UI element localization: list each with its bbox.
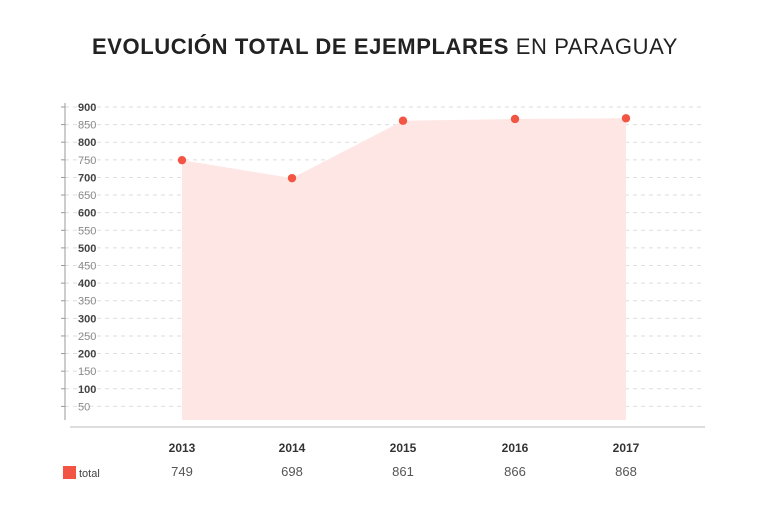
y-tick-label: 250 — [78, 331, 96, 343]
x-category-label: 2013 — [169, 441, 196, 455]
x-category-label: 2015 — [390, 441, 417, 455]
y-tick-label: 850 — [78, 120, 96, 132]
data-value-label: 866 — [504, 464, 526, 479]
data-point — [621, 114, 631, 123]
y-tick-label: 300 — [78, 313, 96, 325]
y-tick-label: 50 — [78, 401, 90, 413]
y-tick-label: 450 — [78, 261, 96, 273]
y-tick-label: 550 — [78, 225, 96, 237]
series-area-total — [182, 118, 626, 420]
data-point — [177, 155, 187, 165]
y-tick-label: 200 — [78, 349, 96, 361]
data-point — [287, 173, 297, 183]
y-tick-label: 800 — [78, 137, 96, 149]
data-value-label: 698 — [281, 464, 303, 479]
data-value-label: 749 — [171, 464, 193, 479]
x-category-label: 2016 — [502, 441, 529, 455]
chart-title-bold: EVOLUCIÓN TOTAL DE EJEMPLARES — [91, 34, 510, 59]
data-value-label: 861 — [392, 464, 414, 479]
x-category-label: 2017 — [613, 441, 640, 455]
y-tick-label: 750 — [78, 155, 96, 167]
data-point — [398, 116, 408, 125]
y-tick-label: 350 — [78, 296, 96, 308]
chart-title: EVOLUCIÓN TOTAL DE EJEMPLARES EN PARAGUA… — [0, 34, 770, 60]
y-tick-label: 400 — [78, 278, 96, 290]
data-point — [510, 114, 520, 124]
y-tick-label: 500 — [78, 243, 96, 255]
legend-swatch-total — [63, 466, 76, 479]
y-tick-label: 700 — [78, 172, 96, 184]
chart-title-light: EN PARAGUAY — [515, 34, 679, 59]
legend-label-total: total — [79, 468, 100, 480]
data-value-label: 868 — [615, 464, 637, 479]
y-tick-label: 100 — [78, 384, 96, 396]
y-tick-label: 900 — [78, 102, 96, 114]
y-tick-label: 600 — [78, 208, 96, 220]
x-category-label: 2014 — [279, 441, 306, 455]
y-tick-label: 650 — [78, 190, 96, 202]
y-tick-label: 150 — [78, 366, 96, 378]
